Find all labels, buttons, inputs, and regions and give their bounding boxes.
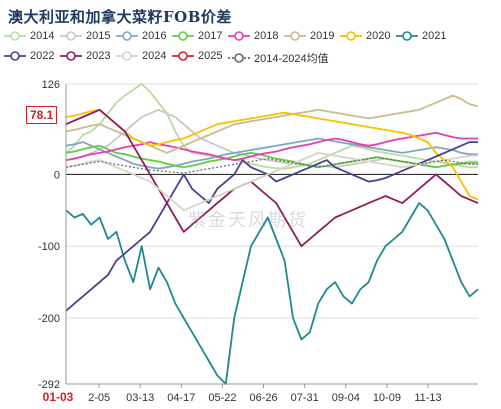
x-tick-label: 09-04 — [332, 392, 360, 404]
chart-title: 澳大利亚和加拿大菜籽FOB价差 — [8, 8, 232, 26]
legend-item[interactable]: 2015 — [60, 30, 110, 42]
legend-label: 2017 — [198, 30, 223, 42]
legend-item[interactable]: 2024 — [116, 50, 166, 62]
legend-label: 2025 — [198, 50, 223, 62]
legend-item[interactable]: 2018 — [228, 30, 278, 42]
y-tick-label: 126 — [42, 79, 60, 91]
current-value-marker: 78.1 — [26, 106, 58, 124]
legend-item[interactable]: 2020 — [340, 30, 390, 42]
x-tick-label: 01-03 — [43, 390, 74, 404]
legend-swatch — [60, 51, 82, 61]
legend-label: 2022 — [30, 50, 55, 62]
legend-label: 2020 — [366, 30, 391, 42]
legend-item[interactable]: 2019 — [284, 30, 334, 42]
y-tick-label: -200 — [38, 313, 60, 325]
x-tick-label: 06-26 — [249, 392, 277, 404]
y-tick-label: 0 — [54, 169, 60, 181]
series-line-7 — [65, 202, 479, 385]
x-tick-label: 2-05 — [88, 392, 110, 404]
legend-swatch — [396, 31, 418, 41]
legend-swatch — [228, 53, 250, 63]
y-tick-label: -100 — [38, 241, 60, 253]
series-line-8 — [65, 141, 478, 312]
x-tick-label: 04-17 — [167, 392, 195, 404]
series-line-5 — [65, 94, 479, 154]
x-tick-label: 11-13 — [414, 392, 441, 404]
legend-item[interactable]: 2022 — [4, 50, 54, 62]
series-line-2 — [65, 137, 478, 170]
legend-item[interactable]: 2021 — [396, 30, 446, 42]
series-line-10 — [65, 152, 478, 212]
legend-swatch — [4, 31, 26, 41]
series-line-12 — [65, 156, 478, 174]
legend-label: 2018 — [254, 30, 279, 42]
legend-label: 2023 — [86, 50, 111, 62]
legend-swatch — [116, 51, 138, 61]
legend-swatch — [340, 31, 362, 41]
series-line-6 — [65, 108, 479, 201]
legend-label: 2019 — [310, 30, 335, 42]
x-tick-label: 05-22 — [208, 392, 236, 404]
legend-item[interactable]: 2016 — [116, 30, 166, 42]
legend-swatch — [60, 31, 82, 41]
legend-swatch — [172, 31, 194, 41]
legend-item[interactable]: 2025 — [172, 50, 222, 62]
legend-label: 2014 — [30, 30, 55, 42]
watermark: 紫金天风期货 — [188, 210, 308, 230]
chart-series — [65, 83, 479, 385]
x-tick-label: 10-09 — [373, 392, 401, 404]
x-tick-label: 07-31 — [291, 392, 319, 404]
legend-swatch — [4, 51, 26, 61]
legend-item[interactable]: 2014 — [4, 30, 54, 42]
y-tick-label: -292 — [38, 379, 60, 391]
x-tick-label: 03-13 — [126, 392, 154, 404]
legend-label: 2024 — [142, 50, 167, 62]
legend-swatch — [116, 31, 138, 41]
legend-swatch — [172, 51, 194, 61]
series-line-9 — [65, 108, 479, 248]
legend-label: 2016 — [142, 30, 167, 42]
legend-swatch — [228, 31, 250, 41]
series-line-0 — [65, 83, 478, 170]
legend-item[interactable]: 2017 — [172, 30, 222, 42]
legend-label: 2014-2024均值 — [254, 53, 329, 65]
legend-item[interactable]: 2014-2024均值 — [228, 50, 329, 66]
legend-label: 2021 — [422, 30, 447, 42]
legend-label: 2015 — [86, 30, 111, 42]
legend-swatch — [284, 31, 306, 41]
legend-item[interactable]: 2023 — [60, 50, 110, 62]
series-line-3 — [65, 144, 478, 169]
series-line-4 — [65, 131, 478, 161]
